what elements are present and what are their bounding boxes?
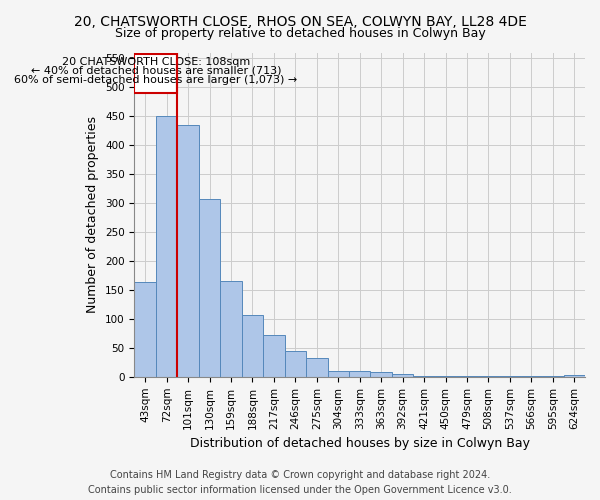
Bar (521, 376, 542, 377)
Bar (199, 199, 220, 377)
Text: Size of property relative to detached houses in Colwyn Bay: Size of property relative to detached ho… (115, 28, 485, 40)
Bar (542, 376, 563, 377)
Bar (263, 334, 284, 377)
Bar (478, 376, 499, 377)
FancyBboxPatch shape (134, 54, 178, 93)
Text: 20, CHATSWORTH CLOSE, RHOS ON SEA, COLWYN BAY, LL28 4DE: 20, CHATSWORTH CLOSE, RHOS ON SEA, COLWY… (74, 15, 526, 29)
Bar (134, 282, 156, 377)
Bar (435, 376, 456, 377)
Bar (563, 374, 585, 377)
Bar (306, 358, 328, 377)
Bar (499, 376, 521, 377)
Text: 60% of semi-detached houses are larger (1,073) →: 60% of semi-detached houses are larger (… (14, 74, 298, 85)
Bar (392, 374, 413, 377)
Bar (370, 372, 392, 377)
Y-axis label: Number of detached properties: Number of detached properties (86, 116, 100, 313)
Text: Contains HM Land Registry data © Crown copyright and database right 2024.
Contai: Contains HM Land Registry data © Crown c… (88, 470, 512, 495)
Bar (284, 352, 306, 377)
Bar (349, 371, 370, 377)
Bar (178, 125, 199, 377)
Text: 20 CHATSWORTH CLOSE: 108sqm: 20 CHATSWORTH CLOSE: 108sqm (62, 57, 250, 67)
Bar (156, 116, 178, 377)
X-axis label: Distribution of detached houses by size in Colwyn Bay: Distribution of detached houses by size … (190, 437, 530, 450)
Bar (456, 376, 478, 377)
Bar (413, 376, 435, 377)
Bar (242, 316, 263, 377)
Bar (328, 371, 349, 377)
Text: ← 40% of detached houses are smaller (713): ← 40% of detached houses are smaller (71… (31, 66, 281, 76)
Bar (220, 282, 242, 377)
